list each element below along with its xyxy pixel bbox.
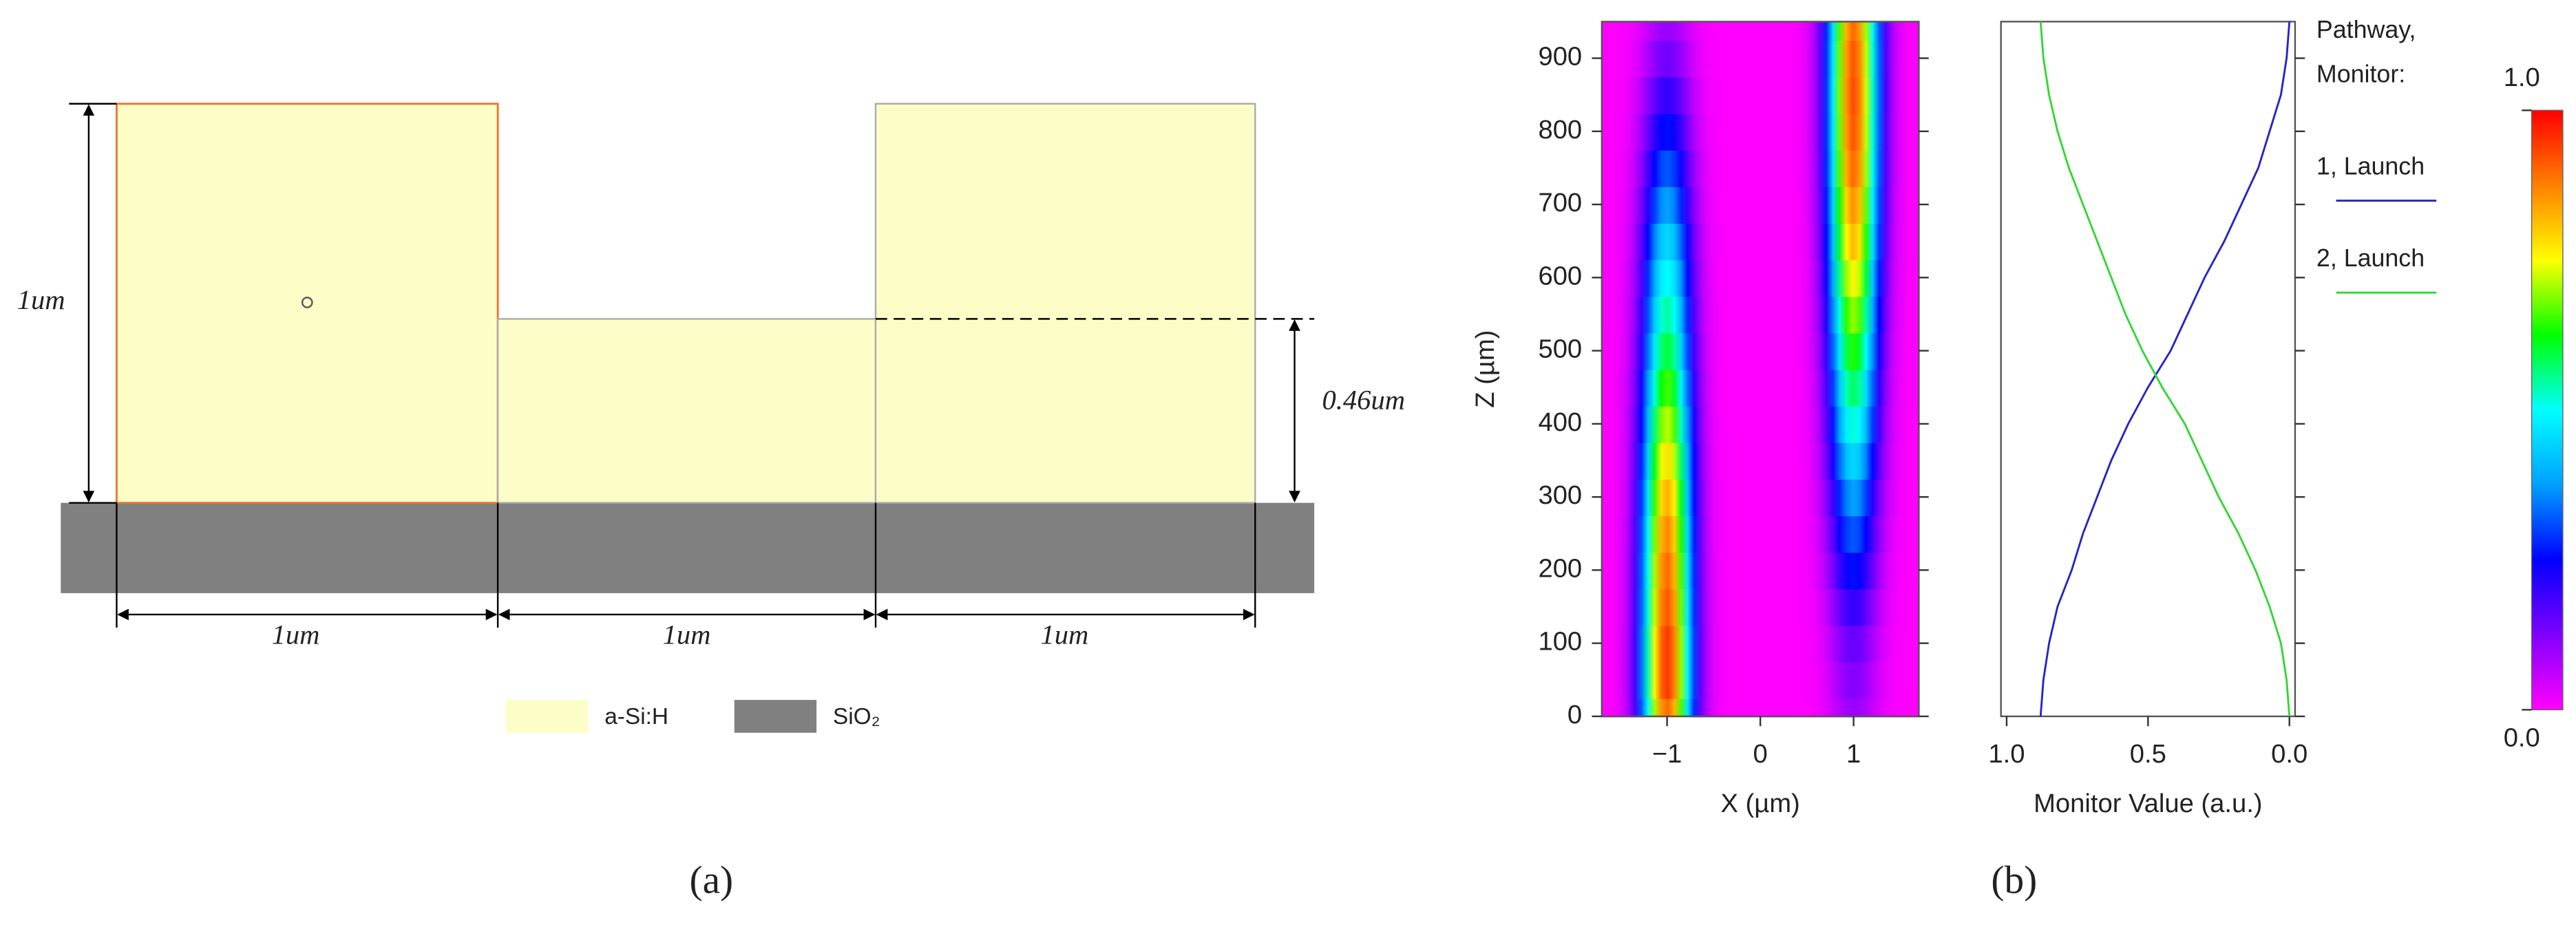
heatmap-row	[1601, 515, 1919, 553]
heatmap-row	[1601, 442, 1919, 480]
heatmap-row	[1601, 551, 1919, 590]
panel-label: (a)	[690, 858, 734, 902]
diagram: 1um 0.46um 1um 1um 1um a-Si:H SiO₂ (a)	[17, 103, 1405, 902]
heatmap-row	[1601, 259, 1919, 297]
y-tick-label: 600	[1538, 261, 1582, 290]
y-tick-label: 100	[1538, 627, 1582, 657]
plot-frame	[1601, 21, 1920, 718]
heatmap-row	[1601, 113, 1919, 151]
heatmap-row	[1601, 21, 1919, 41]
y-axis-label: Z (µm)	[1470, 330, 1500, 408]
y-tick-label: 700	[1538, 188, 1582, 217]
legend-label: 2, Launch	[2316, 244, 2425, 272]
heatmap-row	[1601, 369, 1919, 407]
y-tick-label: 400	[1538, 407, 1582, 437]
width-label: 1um	[1041, 619, 1089, 650]
right-block	[874, 103, 1256, 504]
legend-title: Pathway,	[2316, 16, 2416, 43]
heatmap-row	[1601, 661, 1919, 699]
y-tick-label: 200	[1538, 553, 1582, 583]
heatmap-row	[1601, 149, 1919, 187]
heatmap-row	[1601, 405, 1919, 443]
colorbar-label: 1.0	[2504, 63, 2540, 92]
y-tick-label: 300	[1538, 480, 1582, 510]
heatmap-row	[1601, 186, 1919, 224]
heatmap-row	[1601, 478, 1919, 517]
colorbar-label: 0.0	[2504, 723, 2540, 752]
series-line	[2039, 21, 2291, 717]
heatmap-row	[1601, 295, 1919, 334]
x-tick-label: 0.0	[2271, 739, 2308, 769]
legend-label: SiO₂	[833, 704, 880, 729]
heatmap-row	[1601, 76, 1919, 114]
heatmap-row	[1601, 222, 1919, 261]
left-block	[116, 103, 499, 504]
y-tick-label: 900	[1538, 42, 1582, 72]
heatmap-row	[1601, 625, 1919, 663]
width-label: 1um	[663, 619, 711, 650]
middle-block	[496, 318, 877, 504]
y-tick-label: 800	[1538, 115, 1582, 145]
series-line	[2039, 21, 2291, 717]
x-tick-label: 0	[1753, 739, 1767, 769]
x-tick-label: 0.5	[2130, 739, 2166, 769]
heatmap-row	[1601, 39, 1919, 78]
x-tick-label: −1	[1652, 739, 1682, 769]
x-tick-label: 1	[1846, 739, 1861, 769]
legend-label: a-Si:H	[604, 704, 668, 729]
width-label: 1um	[272, 619, 320, 650]
heatmap-row	[1601, 698, 1919, 718]
height-label: 1um	[17, 284, 65, 315]
x-axis-label: X (µm)	[1720, 789, 1799, 818]
panel-label: (b)	[1991, 858, 2037, 902]
legend-swatch	[734, 700, 817, 733]
marker-circle	[301, 297, 313, 308]
legend-label: 1, Launch	[2316, 152, 2425, 180]
step-label: 0.46um	[1322, 384, 1405, 415]
legend-swatch	[506, 700, 589, 733]
x-axis-label: Monitor Value (a.u.)	[2034, 789, 2262, 818]
heatmap-row	[1601, 588, 1919, 626]
x-tick-label: 1.0	[1988, 739, 2025, 769]
plot-frame	[2000, 21, 2297, 718]
legend-title: Monitor:	[2316, 61, 2405, 88]
heatmap-row	[1601, 332, 1919, 370]
y-tick-label: 500	[1538, 334, 1582, 364]
substrate	[61, 502, 1315, 593]
y-tick-label: 0	[1567, 700, 1582, 729]
colorbar	[2531, 109, 2564, 711]
